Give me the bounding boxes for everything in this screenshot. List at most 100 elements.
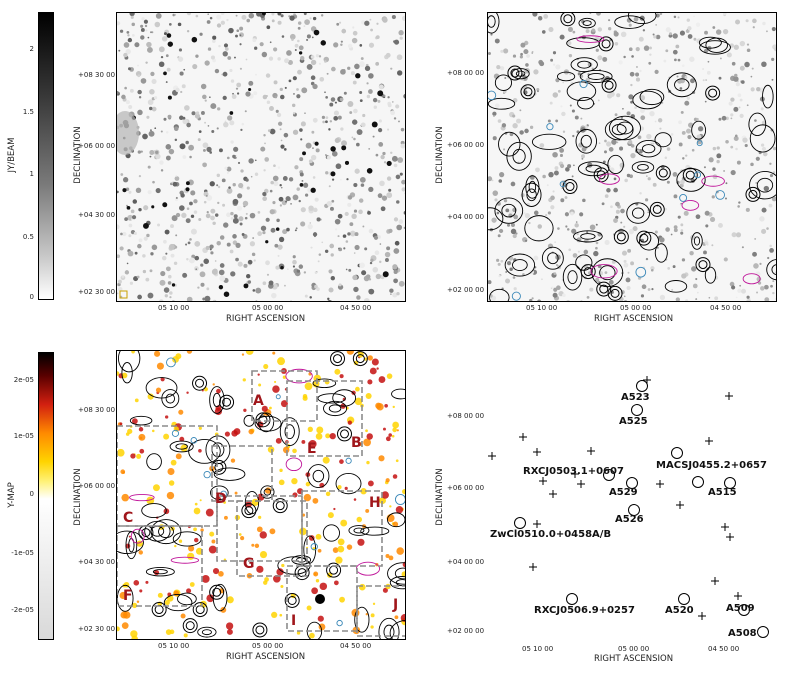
noise-speck xyxy=(733,44,739,50)
noise-speck xyxy=(278,196,284,202)
noise-speck xyxy=(352,80,357,85)
noise-speck xyxy=(132,199,138,204)
noise-speck xyxy=(117,279,122,284)
point-source-contour xyxy=(583,267,593,277)
noise-speck xyxy=(206,20,211,24)
noise-speck xyxy=(353,182,358,188)
contour-line xyxy=(635,139,662,158)
noise-speck xyxy=(260,146,266,152)
high-level-contour xyxy=(715,190,725,200)
noise-speck xyxy=(567,164,572,169)
noise-speck xyxy=(149,89,155,95)
noise-speck xyxy=(639,192,642,195)
noise-speck xyxy=(239,43,242,46)
noise-speck xyxy=(598,270,604,276)
noise-speck xyxy=(144,24,148,28)
y-map-speck xyxy=(170,459,177,466)
noise-speck xyxy=(210,103,217,110)
point-source xyxy=(344,160,350,165)
noise-speck xyxy=(655,24,657,26)
noise-speck xyxy=(604,139,607,143)
y-map-speck xyxy=(261,405,268,412)
noise-speck xyxy=(167,274,172,279)
noise-speck xyxy=(312,232,318,237)
noise-speck xyxy=(290,300,293,301)
noise-speck xyxy=(127,34,130,37)
noise-speck xyxy=(160,270,166,277)
noise-speck xyxy=(390,110,396,116)
noise-speck xyxy=(679,203,682,206)
noise-speck xyxy=(728,101,733,106)
point-source-contour xyxy=(560,13,576,27)
contour-line xyxy=(118,351,141,373)
noise-speck xyxy=(741,288,746,294)
noise-speck xyxy=(691,266,697,272)
noise-speck xyxy=(386,246,391,251)
noise-speck xyxy=(696,291,699,294)
point-source-contour xyxy=(523,87,533,97)
noise-speck xyxy=(391,101,394,103)
point-source xyxy=(382,271,389,278)
noise-speck xyxy=(550,58,554,62)
noise-speck xyxy=(750,75,753,78)
noise-speck xyxy=(222,71,228,77)
noise-speck xyxy=(349,111,353,114)
x-axis-label: RIGHT ASCENSION xyxy=(594,654,674,664)
y-map-speck xyxy=(243,408,247,412)
noise-speck xyxy=(667,266,671,270)
noise-speck xyxy=(670,233,673,236)
y-map-speck xyxy=(183,633,188,638)
noise-speck xyxy=(165,266,171,272)
noise-speck xyxy=(155,187,161,194)
noise-speck xyxy=(509,132,514,137)
noise-speck xyxy=(318,55,322,58)
noise-speck xyxy=(311,130,315,134)
high-level-contour xyxy=(190,437,198,444)
contour-line xyxy=(556,71,576,82)
y-map-speck xyxy=(194,537,199,543)
noise-speck xyxy=(651,288,654,291)
noise-speck xyxy=(707,60,710,63)
y-map-speck xyxy=(174,544,177,548)
noise-speck xyxy=(539,143,545,148)
noise-speck xyxy=(731,232,737,238)
point-source-contour xyxy=(337,426,353,442)
noise-speck xyxy=(741,246,744,249)
noise-speck xyxy=(117,292,119,295)
noise-speck xyxy=(554,241,557,244)
noise-speck xyxy=(238,216,244,222)
y-map-speck xyxy=(276,568,284,576)
noise-speck xyxy=(556,264,558,266)
x-tick: 04 50 00 xyxy=(710,304,742,312)
noise-speck xyxy=(125,48,131,55)
noise-speck xyxy=(204,99,207,102)
region-label-c: C xyxy=(123,510,134,526)
noise-speck xyxy=(706,70,711,75)
noise-speck xyxy=(202,142,209,149)
noise-speck xyxy=(537,16,543,21)
noise-speck xyxy=(388,188,392,192)
noise-speck xyxy=(159,279,166,286)
noise-speck xyxy=(210,251,214,255)
y-map-speck xyxy=(138,550,143,555)
noise-speck xyxy=(333,110,340,116)
noise-speck xyxy=(650,268,654,272)
y-map-speck xyxy=(131,635,138,639)
point-source-contour xyxy=(563,14,573,24)
noise-speck xyxy=(376,22,379,25)
noise-speck xyxy=(310,55,315,59)
y-map-speck xyxy=(279,613,283,617)
noise-speck xyxy=(294,165,299,170)
contour-line xyxy=(494,197,524,224)
noise-speck xyxy=(318,253,322,256)
noise-speck xyxy=(117,282,121,287)
noise-speck xyxy=(664,207,668,211)
noise-speck xyxy=(552,92,559,98)
noise-speck xyxy=(752,26,755,29)
noise-speck xyxy=(630,100,633,104)
y-map-speck xyxy=(385,436,391,442)
noise-speck xyxy=(524,128,529,134)
contour-line xyxy=(312,378,337,389)
noise-speck xyxy=(241,14,247,20)
point-source-contour xyxy=(275,501,285,511)
